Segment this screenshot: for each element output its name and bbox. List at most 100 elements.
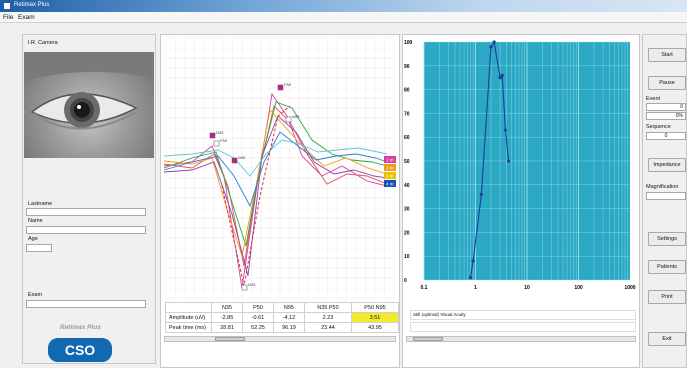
sequence-field: 0 [646,132,686,140]
peak-label: N35 [248,282,256,287]
print-button[interactable]: Print [648,290,686,304]
data-point [503,128,507,132]
table-cell-highlight: 3.51 [350,312,400,323]
y-tick-label: 80 [404,88,410,94]
peak-markers: N35 P50 N95 N35 P50 N95 [209,82,300,291]
cso-logo: CSO [48,338,112,362]
settings-button[interactable]: Settings [648,232,686,246]
legend-swatch [384,164,396,171]
x-tick-label: 0.1 [421,285,428,291]
name-field[interactable] [26,226,146,234]
pause-button[interactable]: Pause [648,76,686,90]
y-tick-label: 60 [404,135,410,141]
eye-image [24,52,154,130]
peak-marker [241,284,248,291]
scrollbar-thumb[interactable] [215,337,245,341]
waveform-trace [163,105,388,267]
data-point [489,45,493,49]
x-tick-labels: 0.1 1 10 100 1000 [421,285,636,291]
table-cell: -4.12 [272,312,305,323]
x-tick-label: 1000 [624,285,635,291]
table-header: P50 [241,302,274,313]
table-header: N95 [272,302,305,313]
age-label: Age [28,236,38,242]
legend-label: 1 m [386,158,394,163]
data-series [468,40,511,280]
table-header-row: N35 P50 N95 N35 P50 P50 N95 [165,302,400,313]
waveform-traces [163,92,388,289]
event-percent: 0% [646,112,686,120]
results-table: N35 P50 N95 N35 P50 P50 N95 Amplitude (u… [165,302,400,333]
exam-label: Exam [28,292,43,298]
data-point [498,76,502,80]
x-tick-label: 1 [474,285,477,291]
y-tick-label: 90 [404,64,410,70]
age-field[interactable] [26,244,52,252]
app-icon [3,2,11,10]
menu-exam[interactable]: Exam [18,14,35,21]
data-point [471,259,475,263]
data-point [492,40,496,44]
waveform-trace [163,139,388,177]
data-point [507,159,511,163]
exit-button[interactable]: Exit [648,332,686,346]
info-row [410,322,636,332]
lastname-label: Lastname [28,201,53,207]
title-bar: Retimax Plus [0,0,687,12]
table-header: N35 P50 [303,302,352,313]
peak-marker [213,140,220,147]
table-cell: 23.44 [303,322,352,333]
magnification-stepper[interactable] [646,192,686,200]
data-point [500,73,504,77]
camera-label: I.R. Camera [28,40,58,46]
legend-label: 4 m [386,182,394,187]
table-cell: 43.95 [350,322,400,333]
row-label: Amplitude (uV) [165,312,212,323]
peak-label: N95 [238,155,246,160]
peak-marker [231,157,238,164]
plot-grid [423,41,630,281]
peak-marker [209,132,216,139]
window-title: Retimax Plus [14,2,50,8]
data-point [468,276,473,280]
x-tick-label: 100 [574,285,583,291]
table-header: P50 N95 [350,302,400,313]
event-label: Event [646,96,661,102]
waveform-scrollbar[interactable] [164,336,396,342]
y-tick-label: 0 [404,278,407,284]
info-text: Still (optimal) Visual Acuity [413,312,466,317]
waveform-trace [163,92,388,289]
legend-swatch [384,172,396,179]
menu-file[interactable]: File [3,14,14,21]
waveform-chart: N35 P50 N95 N35 P50 N95 1 m 2 m 3 m 4 m [163,37,396,299]
table-cell: 2.23 [303,312,352,323]
peak-marker [277,84,284,91]
scrollbar-thumb[interactable] [413,337,443,341]
table-cell: -0.61 [241,312,274,323]
exam-field[interactable] [26,300,146,308]
table-cell: -2.85 [211,312,243,323]
event-field: 0 [646,103,686,111]
table-cell: 96.19 [272,322,305,333]
ir-camera-view [24,52,154,158]
trace-legend: 1 m 2 m 3 m 4 m [384,156,396,187]
brand-text: Retimax Plus [60,324,101,331]
table-cell: 52.25 [241,322,274,333]
impedance-button[interactable]: Impedance [648,158,686,172]
waveform-trace [163,101,388,247]
peak-label: P50 [284,82,292,87]
start-button[interactable]: Start [648,48,686,62]
peak-label: N95 [292,114,300,119]
lastname-field[interactable] [26,208,146,216]
legend-label: 3 m [386,174,394,179]
logo-text: CSO [64,342,96,358]
spectrum-scrollbar[interactable] [406,336,636,342]
patients-button[interactable]: Patients [648,260,686,274]
peak-marker [285,116,292,123]
magnification-label: Magnification [646,184,679,190]
legend-swatch [384,156,396,163]
y-tick-label: 40 [404,183,410,189]
name-label: Name [28,218,43,224]
